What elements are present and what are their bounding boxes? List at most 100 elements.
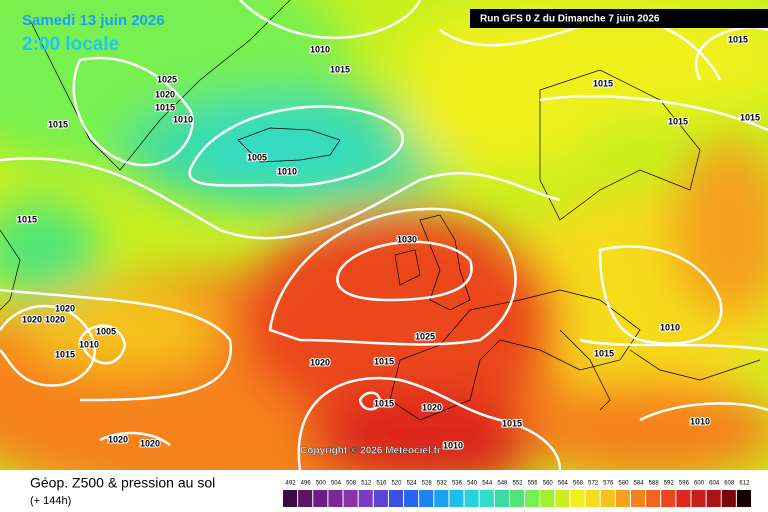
- isobar-label: 1015: [374, 356, 394, 366]
- legend-swatch: [388, 490, 404, 507]
- legend-label: 492: [286, 481, 297, 487]
- legend-swatch: [585, 490, 600, 507]
- local-time: 2:00 locale: [22, 34, 119, 55]
- isobar-label: 1020: [45, 314, 65, 324]
- isobar-label: 1010: [173, 114, 193, 124]
- legend-label: 600: [694, 481, 705, 487]
- legend-swatch: [328, 490, 343, 507]
- isobar-label: 1015: [740, 112, 760, 122]
- legend-label: 596: [679, 481, 690, 487]
- legend-swatch: [615, 490, 630, 507]
- isobar-label: 1020: [140, 438, 160, 448]
- legend-swatch: [721, 490, 736, 507]
- legend-label: 516: [376, 481, 387, 487]
- isobar-label: 1010: [660, 322, 680, 332]
- legend-swatch: [404, 490, 419, 507]
- legend-swatch: [313, 490, 328, 507]
- legend-label: 584: [634, 481, 645, 487]
- legend-swatch: [434, 490, 449, 507]
- legend-label: 524: [407, 481, 418, 487]
- legend-label: 592: [664, 481, 675, 487]
- legend-label: 528: [422, 481, 433, 487]
- legend-label: 612: [739, 481, 750, 487]
- isobar-label: 1020: [310, 357, 330, 367]
- isobar-label: 1015: [330, 64, 350, 74]
- legend-swatch: [509, 490, 525, 507]
- legend-label: 608: [724, 481, 735, 487]
- valid-date: Samedi 13 juin 2026: [22, 12, 165, 29]
- isobar-label: 1025: [415, 331, 435, 341]
- footer-lead: (+ 144h): [30, 495, 71, 507]
- run-banner: [470, 9, 768, 28]
- legend-swatch: [283, 490, 298, 507]
- legend-label: 496: [301, 481, 312, 487]
- legend-swatch: [464, 490, 479, 507]
- isobar-label: 1010: [79, 339, 99, 349]
- isobar-label: 1025: [157, 74, 177, 84]
- run-info: Run GFS 0 Z du Dimanche 7 juin 2026: [480, 14, 660, 25]
- legend-swatch: [630, 490, 646, 507]
- legend-label: 604: [709, 481, 720, 487]
- legend-swatch: [373, 490, 388, 507]
- legend-swatch: [343, 490, 358, 507]
- legend-swatch: [479, 490, 494, 507]
- isobar-label: 1005: [247, 152, 267, 162]
- isobar-label: 1015: [668, 116, 688, 126]
- legend-swatch: [449, 490, 464, 507]
- isobar-label: 1020: [422, 402, 442, 412]
- legend: 492 496 500 504 508 512 516 520 524 528 532 536 540 5…: [283, 481, 751, 507]
- legend-label: 544: [482, 481, 493, 487]
- copyright: Copyright © 2026 Meteociel.fr: [300, 446, 441, 457]
- legend-label: 560: [543, 481, 554, 487]
- isobar-label: 1010: [277, 166, 297, 176]
- legend-label: 576: [603, 481, 614, 487]
- legend-swatch: [570, 490, 585, 507]
- isobar-label: 1015: [594, 348, 614, 358]
- isobar-label: 1010: [310, 44, 330, 54]
- isobars: [0, 0, 768, 470]
- isobar-label: 1030: [397, 234, 417, 244]
- legend-label: 556: [528, 481, 539, 487]
- legend-swatch: [419, 490, 434, 507]
- isobar-label: 1015: [728, 34, 748, 44]
- isobar-label: 1015: [155, 102, 175, 112]
- legend-swatch: [298, 490, 313, 507]
- isobar-label: 1010: [443, 440, 463, 450]
- isobar-label: 1015: [593, 78, 613, 88]
- legend-swatch: [555, 490, 570, 507]
- legend-swatch: [494, 490, 509, 507]
- isobar-label: 1015: [502, 418, 522, 428]
- legend-swatch: [646, 490, 661, 507]
- isobar-label: 1020: [108, 434, 128, 444]
- legend-label: 512: [361, 481, 372, 487]
- legend-label: 580: [618, 481, 629, 487]
- legend-swatch: [706, 490, 721, 507]
- legend-label: 568: [573, 481, 584, 487]
- legend-swatch: [358, 490, 373, 507]
- legend-label: 504: [331, 481, 342, 487]
- legend-label: 564: [558, 481, 569, 487]
- legend-label: 532: [437, 481, 448, 487]
- isobar-labels: 1010101510251020101510101015100510101015…: [16, 33, 761, 451]
- isobar-label: 1020: [22, 314, 42, 324]
- legend-swatch: [540, 490, 555, 507]
- legend-label: 500: [316, 481, 327, 487]
- legend-swatch: [736, 490, 751, 507]
- legend-swatch: [661, 490, 676, 507]
- isobar-label: 1015: [374, 398, 394, 408]
- footer-title: Géop. Z500 & pression au sol: [30, 475, 215, 491]
- legend-label: 536: [452, 481, 463, 487]
- isobar-label: 1015: [17, 214, 37, 224]
- legend-label: 588: [649, 481, 660, 487]
- isobar-label: 1015: [48, 119, 68, 129]
- legend-label: 572: [588, 481, 599, 487]
- legend-label: 520: [391, 481, 402, 487]
- isobar-label: 1010: [690, 416, 710, 426]
- isobar-label: 1005: [96, 326, 116, 336]
- legend-label: 508: [346, 481, 357, 487]
- isobar-label: 1015: [55, 349, 75, 359]
- legend-swatch: [691, 490, 706, 507]
- legend-swatch: [600, 490, 615, 507]
